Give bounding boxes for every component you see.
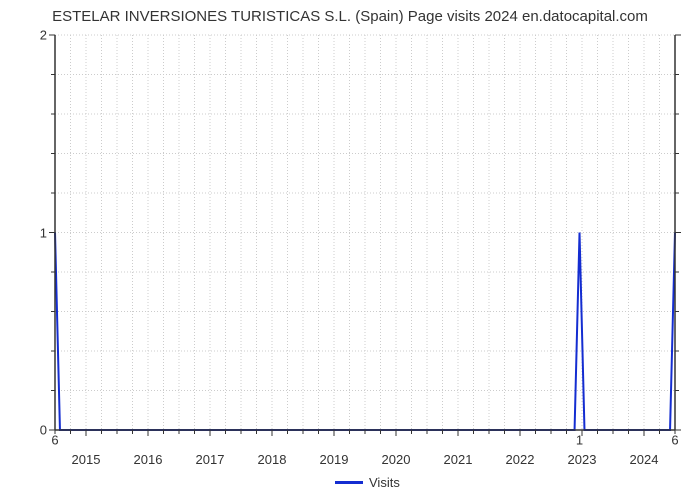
x-tick-label: 2018 (258, 452, 287, 467)
x-tick-label: 2017 (196, 452, 225, 467)
chart-plot (55, 35, 675, 430)
data-point-annotation: 6 (51, 433, 58, 448)
x-tick-label: 2021 (444, 452, 473, 467)
chart-container: ESTELAR INVERSIONES TURISTICAS S.L. (Spa… (0, 0, 700, 500)
legend-label: Visits (369, 475, 400, 490)
y-tick-label: 2 (33, 28, 47, 43)
data-point-annotation: 1 (576, 433, 583, 448)
x-tick-label: 2023 (568, 452, 597, 467)
data-point-annotation: 6 (671, 433, 678, 448)
y-tick-label: 1 (33, 225, 47, 240)
legend: Visits (335, 475, 400, 490)
chart-title: ESTELAR INVERSIONES TURISTICAS S.L. (Spa… (0, 8, 700, 25)
x-tick-label: 2015 (72, 452, 101, 467)
legend-swatch (335, 481, 363, 484)
x-tick-label: 2024 (630, 452, 659, 467)
x-tick-label: 2016 (134, 452, 163, 467)
x-tick-label: 2022 (506, 452, 535, 467)
x-tick-label: 2019 (320, 452, 349, 467)
x-tick-label: 2020 (382, 452, 411, 467)
y-tick-label: 0 (33, 423, 47, 438)
